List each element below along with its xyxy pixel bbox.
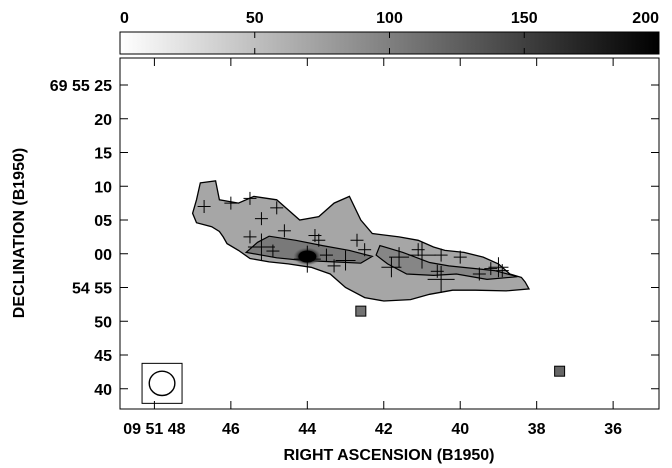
x-axis-ticks [153, 58, 614, 409]
emission-blob [554, 365, 566, 377]
source-marker [488, 257, 509, 278]
source-marker [434, 248, 448, 262]
y-tick-label: 00 [94, 247, 112, 264]
y-tick-label: 05 [94, 213, 112, 230]
colorbar-tick-label: 100 [376, 10, 403, 27]
x-axis-title: RIGHT ASCENSION (B1950) [284, 447, 495, 464]
y-tick-label: 45 [94, 348, 112, 365]
source-marker [411, 243, 425, 257]
source-marker [389, 247, 410, 268]
x-tick-label: 44 [298, 421, 316, 438]
y-tick-label: 20 [94, 112, 112, 129]
colorbar-tick-label: 200 [632, 10, 659, 27]
source-marker [243, 230, 257, 244]
colorbar: 0 50 100 150 200 [119, 10, 660, 55]
source-marker [495, 264, 509, 278]
source-marker [319, 248, 333, 262]
source-marker [358, 243, 372, 257]
colorbar-tick-labels: 0 50 100 150 200 [120, 10, 659, 27]
x-tick-label: 46 [222, 421, 240, 438]
colorbar-tick-label: 0 [120, 10, 129, 27]
y-tick-label: 15 [94, 146, 112, 163]
x-tick-label: 09 51 48 [123, 421, 185, 438]
emission-blob [355, 305, 367, 317]
source-marker [430, 264, 444, 278]
beam-indicator [141, 362, 183, 404]
y-tick-label: 50 [94, 314, 112, 331]
source-marker [350, 233, 364, 247]
plot-frame [119, 57, 660, 410]
source-marker [277, 224, 291, 238]
beam-box [141, 362, 183, 404]
colorbar-tick-label: 150 [511, 10, 538, 27]
source-marker [293, 245, 321, 273]
y-tick-label: 40 [94, 382, 112, 399]
source-marker [427, 265, 455, 293]
x-tick-label: 38 [528, 421, 546, 438]
x-tick-label: 40 [451, 421, 469, 438]
beam-ellipse [148, 370, 176, 397]
y-axis-title: DECLINATION (B1950) [11, 148, 28, 318]
source-marker [243, 191, 257, 205]
source-markers [197, 191, 509, 293]
x-tick-label: 42 [375, 421, 393, 438]
colorbar-ticks [119, 32, 660, 54]
source-marker [408, 241, 436, 269]
x-tick-label: 36 [604, 421, 622, 438]
colorbar-tick-label: 50 [246, 10, 264, 27]
source-marker [335, 250, 356, 271]
emission-ridge-contour [375, 244, 518, 281]
source-marker [224, 196, 238, 210]
source-marker [327, 259, 341, 273]
source-marker [453, 250, 467, 264]
source-marker [472, 267, 486, 281]
y-axis-tick-labels: 40 45 50 54 55 00 05 10 15 20 69 55 25 [50, 78, 112, 399]
source-marker [266, 244, 280, 258]
source-marker [270, 201, 284, 215]
x-axis-tick-labels: 09 51 48 46 44 42 40 38 36 [123, 421, 622, 438]
source-marker [381, 257, 402, 278]
y-tick-label: 54 55 [72, 281, 112, 298]
source-marker [197, 200, 211, 213]
y-tick-label: 10 [94, 179, 112, 196]
source-marker [312, 233, 326, 247]
source-marker [484, 262, 498, 276]
y-tick-label: 69 55 25 [50, 78, 112, 95]
plot-area: 09 51 48 46 44 42 40 38 36 40 45 50 54 55 00 05 10 15… [50, 57, 660, 438]
source-marker [247, 233, 275, 261]
source-marker [254, 212, 268, 226]
y-axis-ticks [120, 84, 659, 390]
